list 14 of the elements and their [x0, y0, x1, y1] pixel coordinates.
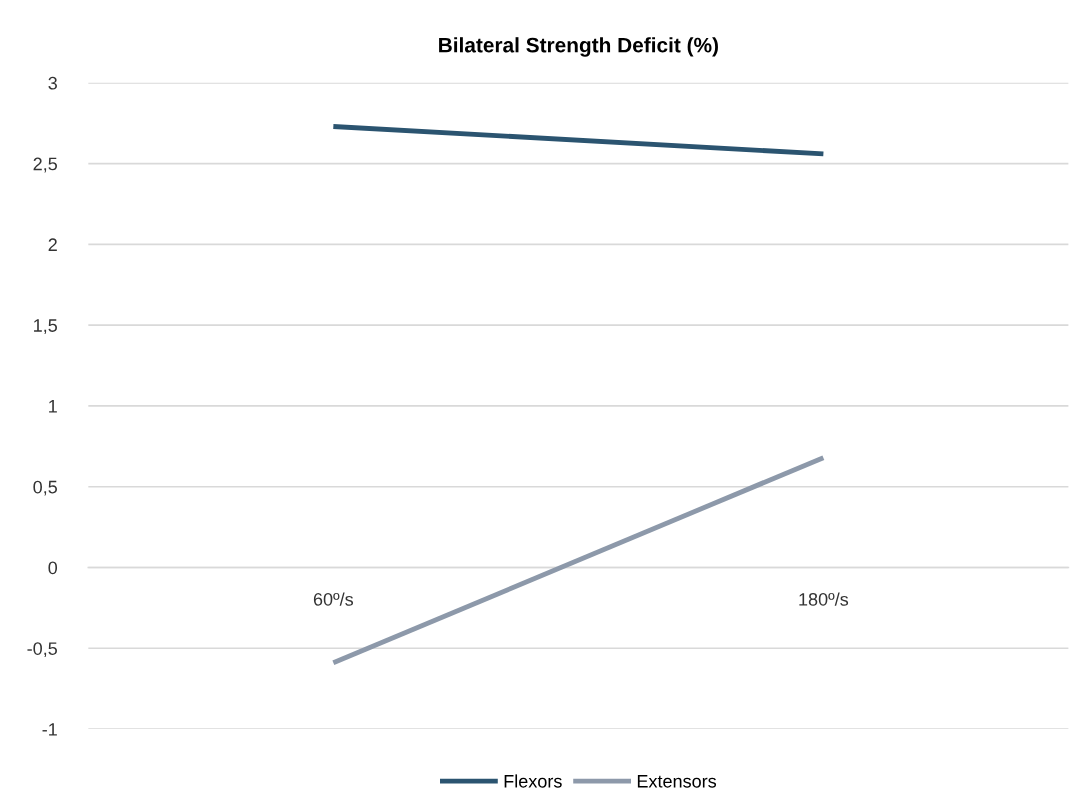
y-tick-label: 0: [48, 561, 58, 575]
y-tick-label: 2,5: [33, 157, 57, 173]
chart-title: Bilateral Strength Deficit (%): [439, 37, 718, 57]
y-tick-label: 0,5: [33, 480, 57, 496]
legend-label: Flexors: [504, 774, 562, 788]
x-tick-label: 60º/s: [313, 592, 354, 606]
y-tick-label: 1,5: [34, 319, 57, 335]
y-tick-label: 1: [49, 400, 57, 413]
y-tick-label: 2: [48, 238, 57, 251]
legend-label: Extensors: [637, 775, 717, 788]
y-tick-label: 3: [48, 76, 57, 90]
y-tick-label: -0,5: [27, 642, 57, 658]
y-tick-label: -1: [42, 723, 57, 736]
x-tick-label: 180º/s: [799, 592, 849, 606]
